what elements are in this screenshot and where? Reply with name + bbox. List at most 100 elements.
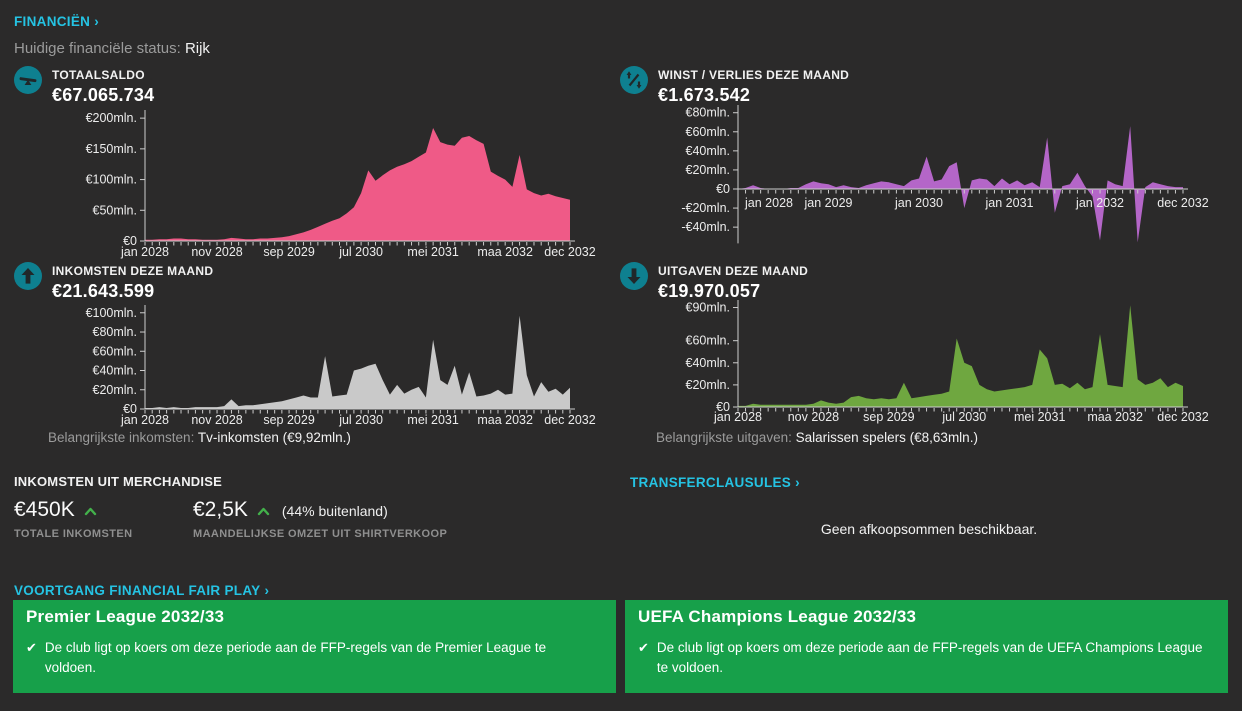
uitgaven-chart: €0 €20mln. €40mln. €60mln. €90mln. jan 2028 no… xyxy=(686,300,1209,424)
svg-text:mei 2031: mei 2031 xyxy=(407,413,458,427)
trend-up-icon xyxy=(84,503,97,520)
status-label: Huidige financiële status: xyxy=(14,40,181,57)
svg-text:€60mln.: €60mln. xyxy=(686,125,730,139)
winst-verlies-title: WINST / VERLIES DEZE MAAND xyxy=(658,68,850,82)
svg-text:jan 2029: jan 2029 xyxy=(804,196,853,210)
svg-text:dec 2032: dec 2032 xyxy=(1157,196,1208,210)
svg-text:dec 2032: dec 2032 xyxy=(544,245,595,259)
svg-text:€20mln.: €20mln. xyxy=(686,163,730,177)
transfer-clauses-section: TRANSFERCLAUSULES › Geen afkoopsommen bes… xyxy=(630,474,1228,537)
winst-verlies-metric: WINST / VERLIES DEZE MAAND €1.673.542 xyxy=(620,66,849,106)
transfer-clauses-empty-message: Geen afkoopsommen beschikbaar. xyxy=(820,521,1038,537)
ffp-status-row: ✔ De club ligt op koers om deze periode … xyxy=(638,638,1215,679)
inkomsten-footnote-value: Tv-inkomsten (€9,92mln.) xyxy=(197,430,351,445)
status-value: Rijk xyxy=(184,40,210,57)
svg-text:jan 2028: jan 2028 xyxy=(120,413,169,427)
svg-text:€80mln.: €80mln. xyxy=(93,325,137,339)
inkomsten-metric: INKOMSTEN DEZE MAAND €21.643.599 xyxy=(14,262,213,302)
totaalsaldo-text: TOTAALSALDO €67.065.734 xyxy=(52,66,154,106)
uitgaven-metric: UITGAVEN DEZE MAAND €19.970.057 xyxy=(620,262,808,302)
ffp-panel-premier-league: Premier League 2032/33 ✔ De club ligt op… xyxy=(13,600,616,693)
merchandise-monthly-value: €2,5K xyxy=(193,498,248,521)
financien-link[interactable]: FINANCIËN › xyxy=(14,14,99,29)
svg-text:jul 2030: jul 2030 xyxy=(338,413,383,427)
winst-verlies-chart: -€40mln. -€20mln. €0 €20mln. €40mln. €60mln. €… xyxy=(681,105,1209,244)
inkomsten-footnote: Belangrijkste inkomsten: Tv-inkomsten (€… xyxy=(48,430,351,445)
merchandise-total-value: €450K xyxy=(14,498,75,521)
svg-text:jul 2030: jul 2030 xyxy=(941,410,986,424)
inkomsten-value: €21.643.599 xyxy=(52,281,155,301)
svg-text:€60mln.: €60mln. xyxy=(686,334,730,348)
inkomsten-chart: €0 €20mln. €40mln. €60mln. €80mln. €100mln. ja… xyxy=(86,305,596,427)
uitgaven-value: €19.970.057 xyxy=(658,281,761,301)
svg-text:nov 2028: nov 2028 xyxy=(191,413,242,427)
merchandise-section: INKOMSTEN UIT MERCHANDISE €450K €2,5K (44… xyxy=(14,474,614,544)
page-header: FINANCIËN › Huidige financiële status: Ri… xyxy=(14,13,210,57)
trend-up-icon xyxy=(257,503,270,520)
chevron-right-icon: › xyxy=(264,583,270,598)
uitgaven-title: UITGAVEN DEZE MAAND xyxy=(658,264,809,278)
totaalsaldo-value: €67.065.734 xyxy=(52,85,155,105)
balance-icon xyxy=(14,66,42,94)
svg-text:jan 2028: jan 2028 xyxy=(120,245,169,259)
uitgaven-footnote-value: Salarissen spelers (€8,63mln.) xyxy=(795,430,978,445)
merchandise-total: €450K xyxy=(14,498,97,522)
svg-text:mei 2031: mei 2031 xyxy=(407,245,458,259)
svg-text:€200mln.: €200mln. xyxy=(86,111,137,125)
svg-text:€20mln.: €20mln. xyxy=(93,383,137,397)
financien-link-label: FINANCIËN xyxy=(14,14,91,29)
chevron-right-icon: › xyxy=(795,475,800,490)
arrow-down-icon xyxy=(620,262,648,290)
inkomsten-text: INKOMSTEN DEZE MAAND €21.643.599 xyxy=(52,262,213,302)
svg-text:jul 2030: jul 2030 xyxy=(338,245,383,259)
svg-text:mei 2031: mei 2031 xyxy=(1014,410,1065,424)
ffp-panel-title: Premier League 2032/33 xyxy=(26,607,225,626)
svg-text:jan 2028: jan 2028 xyxy=(744,196,793,210)
ffp-link[interactable]: VOORTGANG FINANCIAL FAIR PLAY › xyxy=(14,583,269,598)
svg-text:€50mln.: €50mln. xyxy=(93,203,137,217)
svg-text:dec 2032: dec 2032 xyxy=(544,413,595,427)
svg-text:-€20mln.: -€20mln. xyxy=(681,201,730,215)
svg-text:sep 2029: sep 2029 xyxy=(263,413,314,427)
profit-loss-icon xyxy=(620,66,648,94)
svg-text:€60mln.: €60mln. xyxy=(93,344,137,358)
svg-text:€0: €0 xyxy=(716,400,730,414)
svg-text:€40mln.: €40mln. xyxy=(93,364,137,378)
svg-text:€90mln.: €90mln. xyxy=(686,301,730,315)
winst-verlies-text: WINST / VERLIES DEZE MAAND €1.673.542 xyxy=(658,66,849,106)
svg-text:€40mln.: €40mln. xyxy=(686,144,730,158)
svg-text:maa 2032: maa 2032 xyxy=(1087,410,1143,424)
merchandise-monthly: €2,5K (44% buitenland) xyxy=(193,498,388,522)
svg-text:dec 2032: dec 2032 xyxy=(1157,410,1208,424)
svg-text:€80mln.: €80mln. xyxy=(686,106,730,120)
svg-text:€0: €0 xyxy=(123,402,137,416)
ffp-status-text: De club ligt op koers om deze periode aa… xyxy=(44,640,547,676)
merchandise-foreign-note: (44% buitenland) xyxy=(281,503,388,519)
svg-text:€0: €0 xyxy=(716,182,730,196)
uitgaven-footnote: Belangrijkste uitgaven: Salarissen spele… xyxy=(656,430,978,445)
financial-status-line: Huidige financiële status: Rijk xyxy=(14,40,210,57)
ffp-link-label: VOORTGANG FINANCIAL FAIR PLAY xyxy=(14,583,261,598)
merchandise-monthly-label: MAANDELIJKSE OMZET UIT SHIRTVERKOOP xyxy=(193,528,448,540)
svg-text:sep 2029: sep 2029 xyxy=(263,245,314,259)
winst-verlies-value: €1.673.542 xyxy=(658,85,751,105)
ffp-status-text: De club ligt op koers om deze periode aa… xyxy=(656,640,1203,676)
svg-text:nov 2028: nov 2028 xyxy=(788,410,839,424)
uitgaven-text: UITGAVEN DEZE MAAND €19.970.057 xyxy=(658,262,808,302)
svg-text:jan 2028: jan 2028 xyxy=(713,410,762,424)
ffp-panels: Premier League 2032/33 ✔ De club ligt op… xyxy=(13,600,1228,693)
chevron-right-icon: › xyxy=(94,14,99,29)
ffp-panel-title: UEFA Champions League 2032/33 xyxy=(638,607,917,626)
svg-text:€100mln.: €100mln. xyxy=(86,173,137,187)
transferclausules-link-label: TRANSFERCLAUSULES xyxy=(630,475,792,490)
svg-text:€0: €0 xyxy=(123,234,137,248)
svg-text:jan 2030: jan 2030 xyxy=(894,196,943,210)
svg-text:sep 2029: sep 2029 xyxy=(863,410,914,424)
svg-text:-€40mln.: -€40mln. xyxy=(681,220,730,234)
svg-text:jan 2031: jan 2031 xyxy=(985,196,1034,210)
svg-text:€150mln.: €150mln. xyxy=(86,142,137,156)
totaalsaldo-title: TOTAALSALDO xyxy=(52,68,145,82)
transferclausules-link[interactable]: TRANSFERCLAUSULES › xyxy=(630,475,800,490)
svg-text:nov 2028: nov 2028 xyxy=(191,245,242,259)
